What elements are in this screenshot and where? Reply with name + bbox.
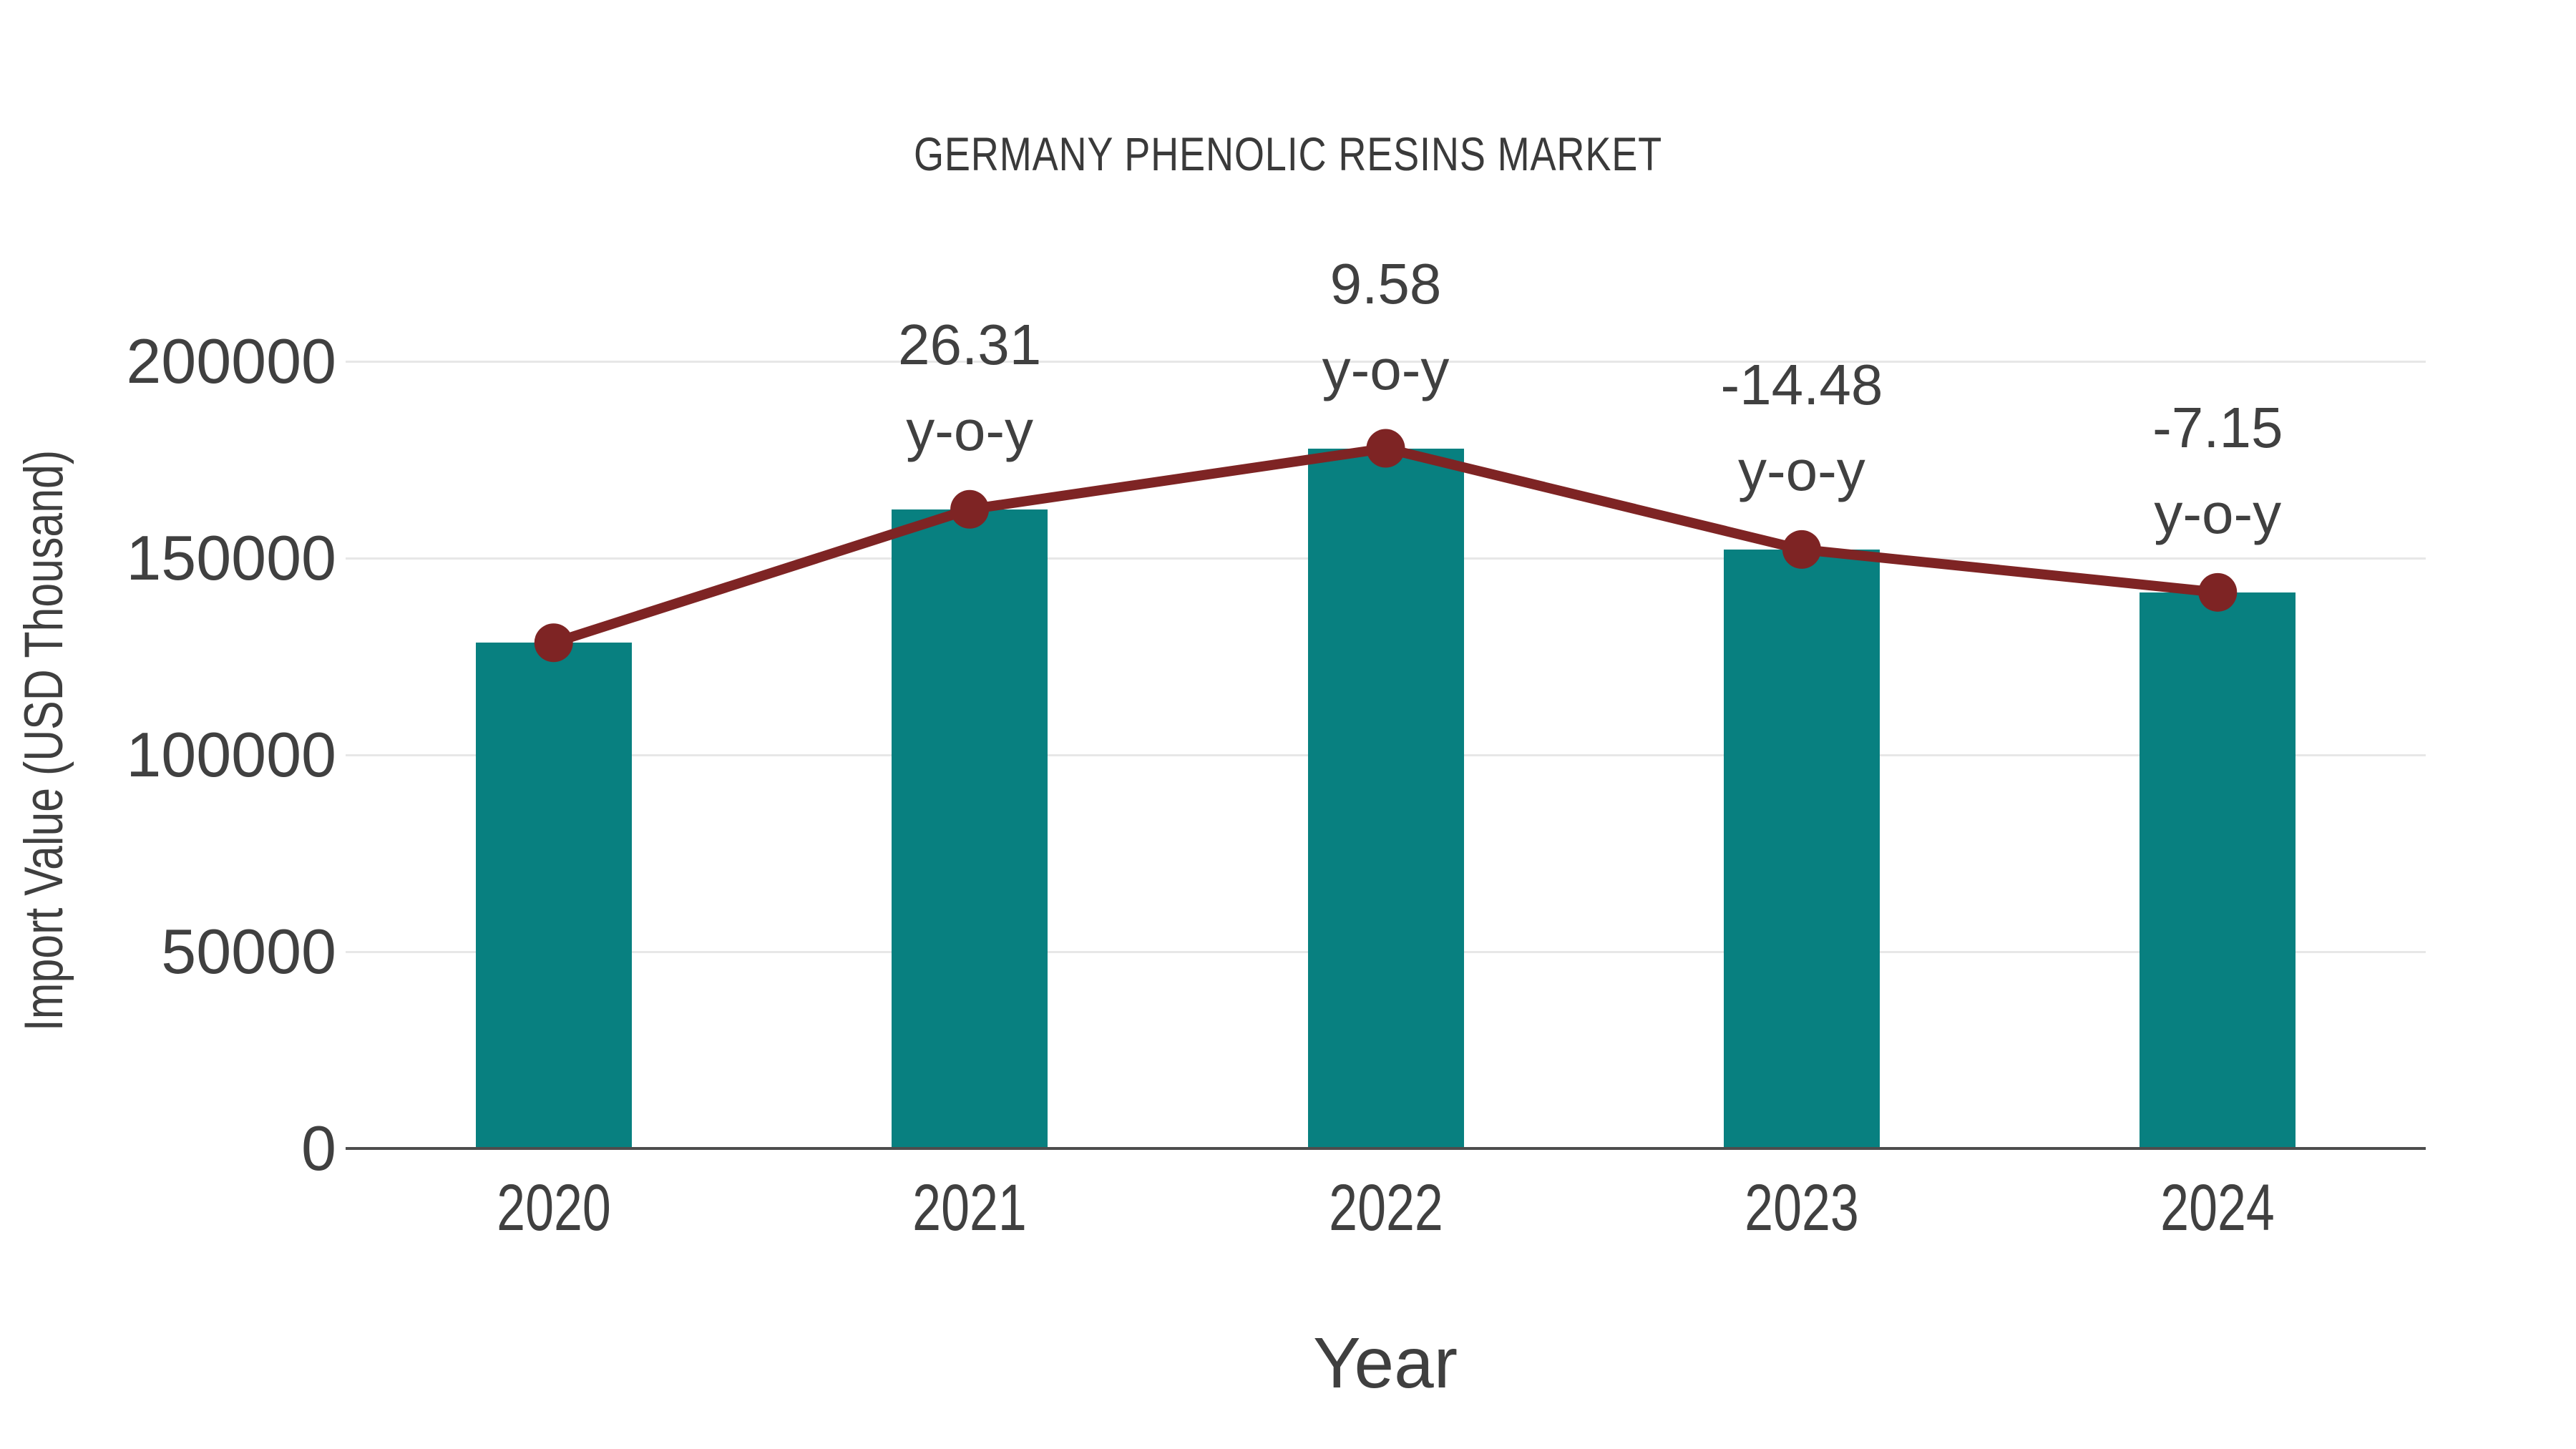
bar-2020 xyxy=(475,643,632,1148)
chart-title: GERMANY PHENOLIC RESINS MARKET xyxy=(913,127,1663,180)
data-point-marker-2021 xyxy=(950,489,990,529)
yoy-value-2021: 26.31 xyxy=(897,312,1042,376)
yoy-value-2023: -14.48 xyxy=(1720,352,1883,416)
yoy-annotation-2023: -14.48 y-o-y xyxy=(1573,342,2031,514)
x-tick-label-2023: 2023 xyxy=(1745,1171,1859,1244)
y-tick-label-100000: 100000 xyxy=(126,719,336,790)
data-point-marker-2023 xyxy=(1782,530,1821,569)
yoy-annotation-2024: -7.15 y-o-y xyxy=(1989,385,2446,557)
x-tick-label-2020: 2020 xyxy=(496,1171,611,1244)
data-point-marker-2020 xyxy=(534,623,573,663)
y-tick-label-0: 0 xyxy=(301,1113,336,1184)
data-point-marker-2022 xyxy=(1366,429,1405,468)
x-axis-title: Year xyxy=(1312,1323,1458,1403)
bar-2022 xyxy=(1307,448,1464,1148)
yoy-annotation-2021: 26.31 y-o-y xyxy=(741,302,1199,474)
bar-2021 xyxy=(892,509,1048,1148)
y-tick-label-50000: 50000 xyxy=(161,916,336,987)
yoy-value-2022: 9.58 xyxy=(1330,251,1442,316)
yoy-label-2022: y-o-y xyxy=(1322,337,1450,401)
yoy-annotation-2022: 9.58 y-o-y xyxy=(1157,241,1615,413)
y-tick-label-200000: 200000 xyxy=(126,326,336,396)
yoy-label-2023: y-o-y xyxy=(1738,438,1865,502)
yoy-value-2024: -7.15 xyxy=(2152,395,2283,459)
data-point-marker-2024 xyxy=(2198,572,2238,612)
bar-2023 xyxy=(1723,549,1880,1148)
x-tick-label-2021: 2021 xyxy=(912,1171,1027,1244)
gridline-200000 xyxy=(346,360,2426,363)
bar-2024 xyxy=(2140,592,2296,1148)
yoy-label-2021: y-o-y xyxy=(906,398,1033,462)
x-tick-label-2024: 2024 xyxy=(2160,1171,2275,1244)
yoy-label-2024: y-o-y xyxy=(2154,481,2282,545)
x-axis-line xyxy=(346,1147,2426,1150)
x-tick-label-2022: 2022 xyxy=(1328,1171,1443,1244)
y-tick-label-150000: 150000 xyxy=(126,522,336,593)
